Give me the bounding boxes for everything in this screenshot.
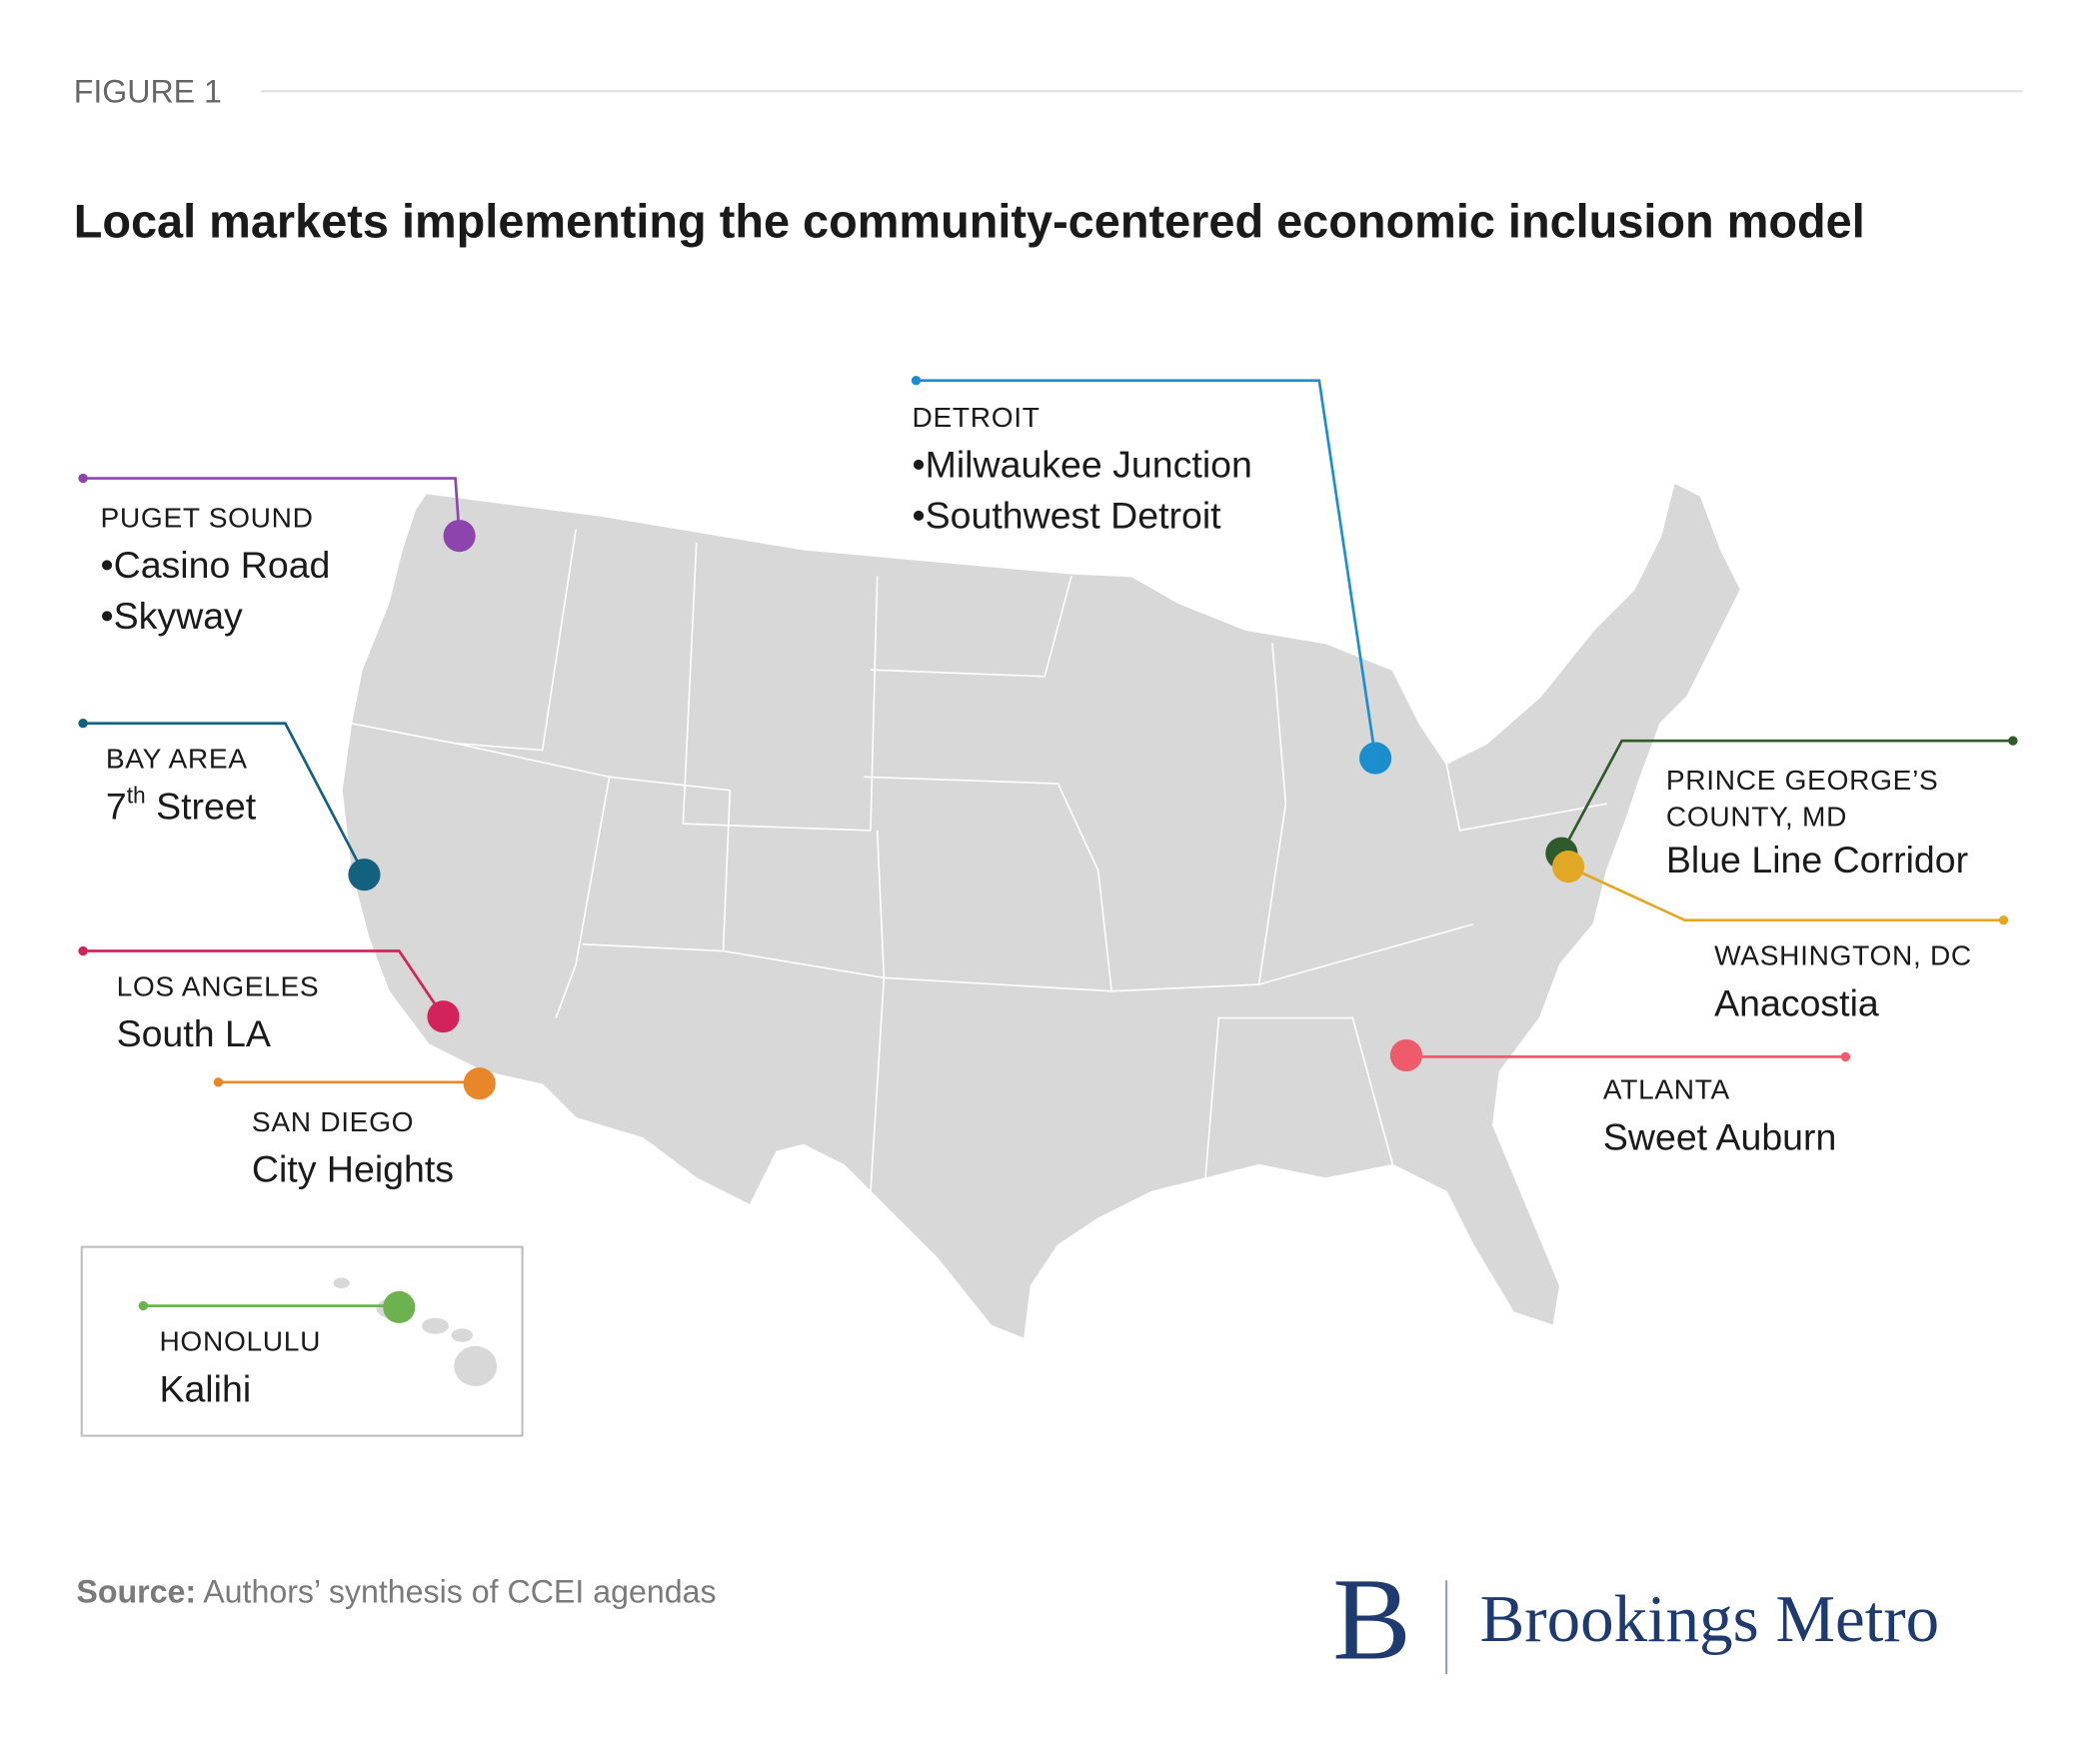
title: Local markets implementing the community… [74, 196, 1865, 248]
market-name: LOS ANGELES [117, 970, 320, 1001]
us-map [340, 481, 1743, 1341]
place-number: 7 [106, 785, 127, 827]
leader-end [138, 1300, 149, 1311]
location-dot [1359, 742, 1392, 775]
market-name: HONOLULU [159, 1326, 321, 1357]
place-name: •Southwest Detroit [912, 495, 1221, 537]
place-name: Kalihi [159, 1367, 251, 1409]
hawaii-inset [80, 1245, 524, 1437]
logo-text: Brookings Metro [1480, 1582, 1940, 1656]
leader-end [2008, 736, 2018, 746]
place-name: City Heights [252, 1148, 454, 1190]
figure-label: FIGURE 1 [74, 73, 222, 109]
place-name: Sweet Auburn [1603, 1115, 1837, 1157]
place-name: •Milwaukee Junction [912, 444, 1251, 486]
leader-line [83, 722, 366, 876]
leader-end [1998, 915, 2009, 925]
leader-line [1567, 865, 2004, 922]
place-name: •Skyway [100, 595, 243, 637]
location-dot [443, 520, 476, 553]
leader-end [78, 473, 88, 484]
source-text: Authors’ synthesis of CCEI agendas [196, 1573, 716, 1609]
leader-end [78, 945, 88, 956]
location-dot [348, 859, 381, 891]
leader-end [78, 719, 88, 729]
location-dot [1389, 1038, 1422, 1072]
state-borders [350, 529, 1608, 1192]
place-name: •Casino Road [100, 544, 330, 586]
market-name: WASHINGTON, DC [1714, 940, 1972, 971]
market-name: PRINCE GEORGE’S [1666, 765, 1939, 796]
leader-end [1840, 1051, 1851, 1062]
location-dot [463, 1067, 496, 1100]
place-suffix: th [127, 782, 146, 808]
leader-line [83, 477, 461, 537]
leader-line [916, 379, 1377, 759]
location-dot [1551, 851, 1585, 883]
leader-end [213, 1077, 224, 1087]
leader-line [1560, 739, 2013, 855]
source: Source: Authors’ synthesis of CCEI agend… [76, 1573, 716, 1609]
source-label: Source: [76, 1573, 196, 1609]
location-dot [427, 1000, 460, 1033]
leader-end [911, 376, 922, 386]
market-name: PUGET SOUND [100, 503, 313, 534]
place-rest: Street [146, 785, 257, 827]
place-name: 7th Street [106, 782, 257, 827]
market-name: BAY AREA [106, 744, 248, 775]
market-name: DETROIT [912, 402, 1040, 433]
leader-line [83, 949, 445, 1017]
logo-mark: B [1332, 1553, 1411, 1684]
markers: PUGET SOUND •Casino Road •Skyway DETROIT •Mi… [78, 376, 2018, 1409]
place-name: South LA [117, 1012, 271, 1054]
location-dot [383, 1290, 416, 1324]
market-name: ATLANTA [1603, 1074, 1730, 1105]
place-name: Blue Line Corridor [1666, 839, 1968, 880]
market-name: COUNTY, MD [1666, 801, 1847, 832]
place-name: Anacostia [1714, 981, 1879, 1023]
market-name: SAN DIEGO [252, 1106, 414, 1137]
